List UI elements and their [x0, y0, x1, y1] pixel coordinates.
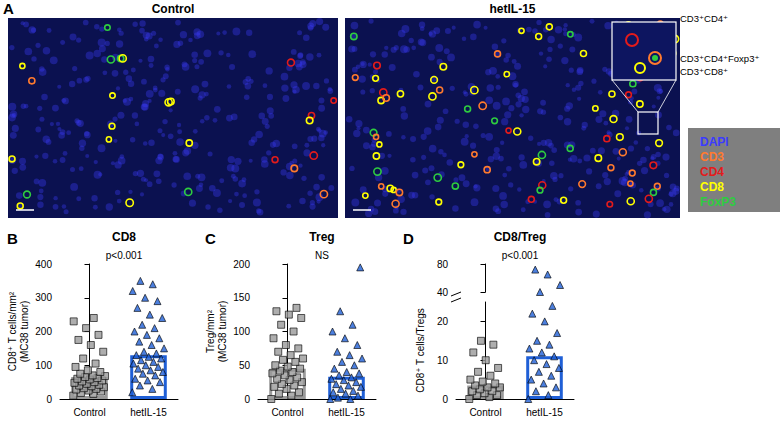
- svg-text:CD8/Treg: CD8/Treg: [494, 230, 547, 244]
- svg-text:Treg: Treg: [309, 230, 334, 244]
- svg-text:150: 150: [233, 292, 250, 303]
- svg-text:CD3: CD3: [700, 150, 724, 164]
- svg-text:0: 0: [244, 394, 250, 405]
- svg-text:Control: Control: [152, 2, 195, 16]
- svg-text:hetIL-15: hetIL-15: [489, 2, 535, 16]
- svg-text:p<0.001: p<0.001: [502, 250, 539, 261]
- svg-text:Control: Control: [271, 407, 303, 418]
- svg-text:CD3⁺CD4⁺: CD3⁺CD4⁺: [680, 13, 728, 24]
- svg-text:50: 50: [239, 360, 251, 371]
- svg-text:Control: Control: [73, 407, 105, 418]
- svg-text:300: 300: [35, 292, 52, 303]
- svg-text:hetIL-15: hetIL-15: [328, 407, 365, 418]
- svg-text:10: 10: [437, 355, 449, 366]
- svg-text:CD8⁺ T cells/Tregs: CD8⁺ T cells/Tregs: [415, 308, 426, 393]
- svg-text:(MC38 tumor): (MC38 tumor): [217, 301, 228, 363]
- svg-text:hetIL-15: hetIL-15: [130, 407, 167, 418]
- svg-text:hetIL-15: hetIL-15: [526, 407, 563, 418]
- svg-text:20: 20: [437, 316, 449, 327]
- svg-text:CD8⁺ T cells/mm²: CD8⁺ T cells/mm²: [7, 291, 18, 371]
- svg-text:B: B: [7, 230, 18, 247]
- svg-text:CD4: CD4: [700, 165, 724, 179]
- svg-text:NS: NS: [315, 250, 329, 261]
- svg-text:CD8: CD8: [700, 180, 724, 194]
- svg-text:100: 100: [35, 360, 52, 371]
- svg-text:DAPI: DAPI: [700, 135, 729, 149]
- svg-text:0: 0: [46, 394, 52, 405]
- svg-text:100: 100: [233, 326, 250, 337]
- svg-text:FoxP3: FoxP3: [700, 195, 736, 209]
- svg-text:Control: Control: [469, 407, 501, 418]
- svg-text:CD3⁺CD8⁺: CD3⁺CD8⁺: [680, 66, 728, 77]
- svg-text:0: 0: [442, 394, 448, 405]
- svg-text:p<0.001: p<0.001: [106, 250, 143, 261]
- svg-text:40: 40: [437, 287, 449, 298]
- svg-text:CD3⁺CD4⁺Foxp3⁺: CD3⁺CD4⁺Foxp3⁺: [680, 53, 759, 64]
- svg-text:80: 80: [437, 259, 449, 270]
- svg-text:Treg/mm²: Treg/mm²: [205, 309, 216, 353]
- svg-text:C: C: [205, 230, 216, 247]
- svg-text:CD8: CD8: [112, 230, 136, 244]
- svg-text:D: D: [403, 230, 414, 247]
- svg-text:200: 200: [35, 326, 52, 337]
- svg-text:(MC38 tumor): (MC38 tumor): [19, 301, 30, 363]
- svg-text:200: 200: [233, 259, 250, 270]
- svg-text:A: A: [3, 0, 14, 17]
- svg-text:400: 400: [35, 259, 52, 270]
